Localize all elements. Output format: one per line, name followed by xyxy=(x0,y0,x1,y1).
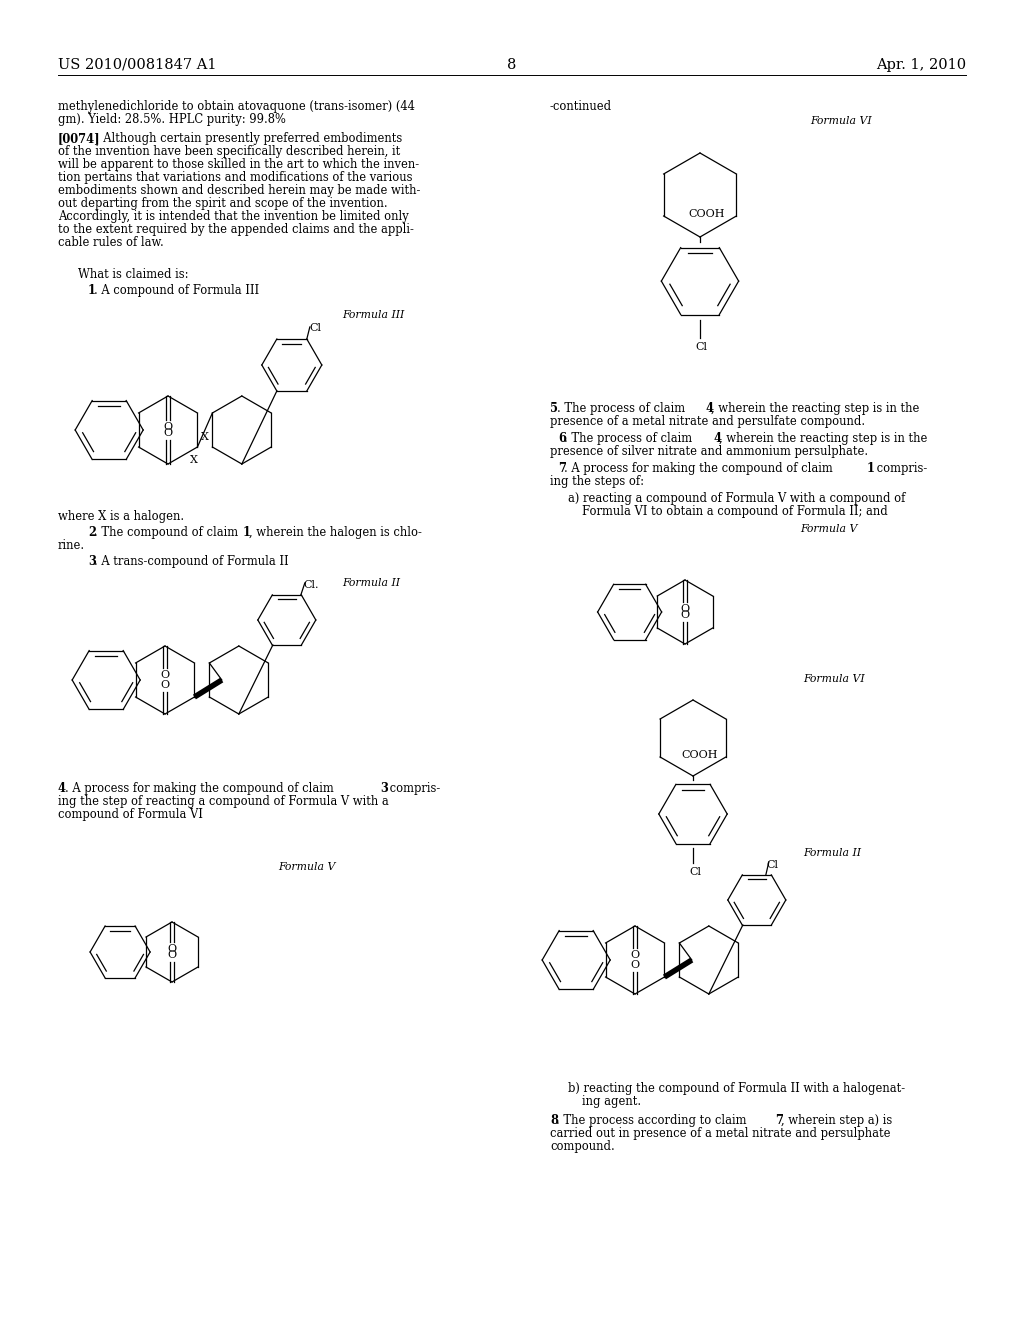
Text: . The process of claim: . The process of claim xyxy=(557,403,689,414)
Text: . A process for making the compound of claim: . A process for making the compound of c… xyxy=(564,462,837,475)
Text: O: O xyxy=(630,960,639,970)
Text: Formula V: Formula V xyxy=(800,524,857,535)
Text: compound.: compound. xyxy=(550,1140,614,1152)
Text: 5: 5 xyxy=(550,403,558,414)
Text: a) reacting a compound of Formula V with a compound of: a) reacting a compound of Formula V with… xyxy=(568,492,905,506)
Text: out departing from the spirit and scope of the invention.: out departing from the spirit and scope … xyxy=(58,197,388,210)
Text: 2: 2 xyxy=(88,525,96,539)
Text: will be apparent to those skilled in the art to which the inven-: will be apparent to those skilled in the… xyxy=(58,158,419,172)
Text: embodiments shown and described herein may be made with-: embodiments shown and described herein m… xyxy=(58,183,421,197)
Text: , wherein the reacting step is in the: , wherein the reacting step is in the xyxy=(711,403,920,414)
Text: b) reacting the compound of Formula II with a halogenat-: b) reacting the compound of Formula II w… xyxy=(568,1082,905,1096)
Text: Cl: Cl xyxy=(695,342,707,351)
Text: O: O xyxy=(163,428,172,438)
Text: 1: 1 xyxy=(243,525,251,539)
Text: O: O xyxy=(167,944,176,954)
Text: COOH: COOH xyxy=(681,750,718,760)
Text: What is claimed is:: What is claimed is: xyxy=(78,268,188,281)
Text: O: O xyxy=(160,680,169,690)
Text: Apr. 1, 2010: Apr. 1, 2010 xyxy=(876,58,966,73)
Text: 1: 1 xyxy=(867,462,874,475)
Text: compound of Formula VI: compound of Formula VI xyxy=(58,808,203,821)
Text: 7: 7 xyxy=(558,462,566,475)
Text: presence of a metal nitrate and persulfate compound.: presence of a metal nitrate and persulfa… xyxy=(550,414,865,428)
Text: presence of silver nitrate and ammonium persulphate.: presence of silver nitrate and ammonium … xyxy=(550,445,868,458)
Text: , wherein the reacting step is in the: , wherein the reacting step is in the xyxy=(719,432,928,445)
Text: X: X xyxy=(201,432,208,442)
Text: rine.: rine. xyxy=(58,539,85,552)
Text: ing agent.: ing agent. xyxy=(582,1096,641,1107)
Text: 6: 6 xyxy=(558,432,566,445)
Text: US 2010/0081847 A1: US 2010/0081847 A1 xyxy=(58,58,216,73)
Text: 8: 8 xyxy=(550,1114,558,1127)
Text: Cl: Cl xyxy=(767,861,779,870)
Text: O: O xyxy=(630,950,639,960)
Text: 4: 4 xyxy=(58,781,66,795)
Text: to the extent required by the appended claims and the appli-: to the extent required by the appended c… xyxy=(58,223,414,236)
Text: compris-: compris- xyxy=(873,462,928,475)
Text: . A process for making the compound of claim: . A process for making the compound of c… xyxy=(65,781,337,795)
Text: compris-: compris- xyxy=(386,781,440,795)
Text: Cl: Cl xyxy=(310,323,322,333)
Text: 4: 4 xyxy=(705,403,713,414)
Text: . The process according to claim: . The process according to claim xyxy=(556,1114,751,1127)
Text: ing the step of reacting a compound of Formula V with a: ing the step of reacting a compound of F… xyxy=(58,795,389,808)
Text: -continued: -continued xyxy=(550,100,612,114)
Text: . A compound of Formula III: . A compound of Formula III xyxy=(94,284,259,297)
Text: gm). Yield: 28.5%. HPLC purity: 99.8%: gm). Yield: 28.5%. HPLC purity: 99.8% xyxy=(58,114,286,125)
Text: O: O xyxy=(680,610,689,620)
Text: cable rules of law.: cable rules of law. xyxy=(58,236,164,249)
Text: methylenedichloride to obtain atovaquone (trans-isomer) (44: methylenedichloride to obtain atovaquone… xyxy=(58,100,415,114)
Text: COOH: COOH xyxy=(688,209,725,219)
Text: Formula II: Formula II xyxy=(803,847,861,858)
Text: of the invention have been specifically described herein, it: of the invention have been specifically … xyxy=(58,145,400,158)
Text: X: X xyxy=(189,455,198,465)
Text: 4: 4 xyxy=(713,432,721,445)
Text: . The compound of claim: . The compound of claim xyxy=(94,525,242,539)
Text: 3: 3 xyxy=(380,781,388,795)
Text: where X is a halogen.: where X is a halogen. xyxy=(58,510,184,523)
Text: 7: 7 xyxy=(775,1114,783,1127)
Text: O: O xyxy=(163,422,172,432)
Text: Formula VI: Formula VI xyxy=(803,675,864,684)
Text: Formula III: Formula III xyxy=(342,310,404,319)
Text: 3: 3 xyxy=(88,554,96,568)
Text: , wherein step a) is: , wherein step a) is xyxy=(781,1114,892,1127)
Text: , wherein the halogen is chlo-: , wherein the halogen is chlo- xyxy=(249,525,422,539)
Text: O: O xyxy=(167,950,176,960)
Text: [0074]: [0074] xyxy=(58,132,100,145)
Text: 8: 8 xyxy=(507,58,517,73)
Text: Formula V: Formula V xyxy=(278,862,336,873)
Text: . A trans-compound of Formula II: . A trans-compound of Formula II xyxy=(94,554,289,568)
Text: 1: 1 xyxy=(88,284,96,297)
Text: O: O xyxy=(160,671,169,680)
Text: tion pertains that variations and modifications of the various: tion pertains that variations and modifi… xyxy=(58,172,413,183)
Text: Formula II: Formula II xyxy=(342,578,400,587)
Text: Accordingly, it is intended that the invention be limited only: Accordingly, it is intended that the inv… xyxy=(58,210,409,223)
Text: Formula VI to obtain a compound of Formula II; and: Formula VI to obtain a compound of Formu… xyxy=(582,506,888,517)
Text: carried out in presence of a metal nitrate and persulphate: carried out in presence of a metal nitra… xyxy=(550,1127,891,1140)
Text: . The process of claim: . The process of claim xyxy=(564,432,695,445)
Text: ing the steps of:: ing the steps of: xyxy=(550,475,644,488)
Text: Cl.: Cl. xyxy=(304,579,319,590)
Text: Although certain presently preferred embodiments: Although certain presently preferred emb… xyxy=(96,132,402,145)
Text: Formula VI: Formula VI xyxy=(810,116,871,125)
Text: O: O xyxy=(680,605,689,614)
Text: Cl: Cl xyxy=(689,867,701,878)
